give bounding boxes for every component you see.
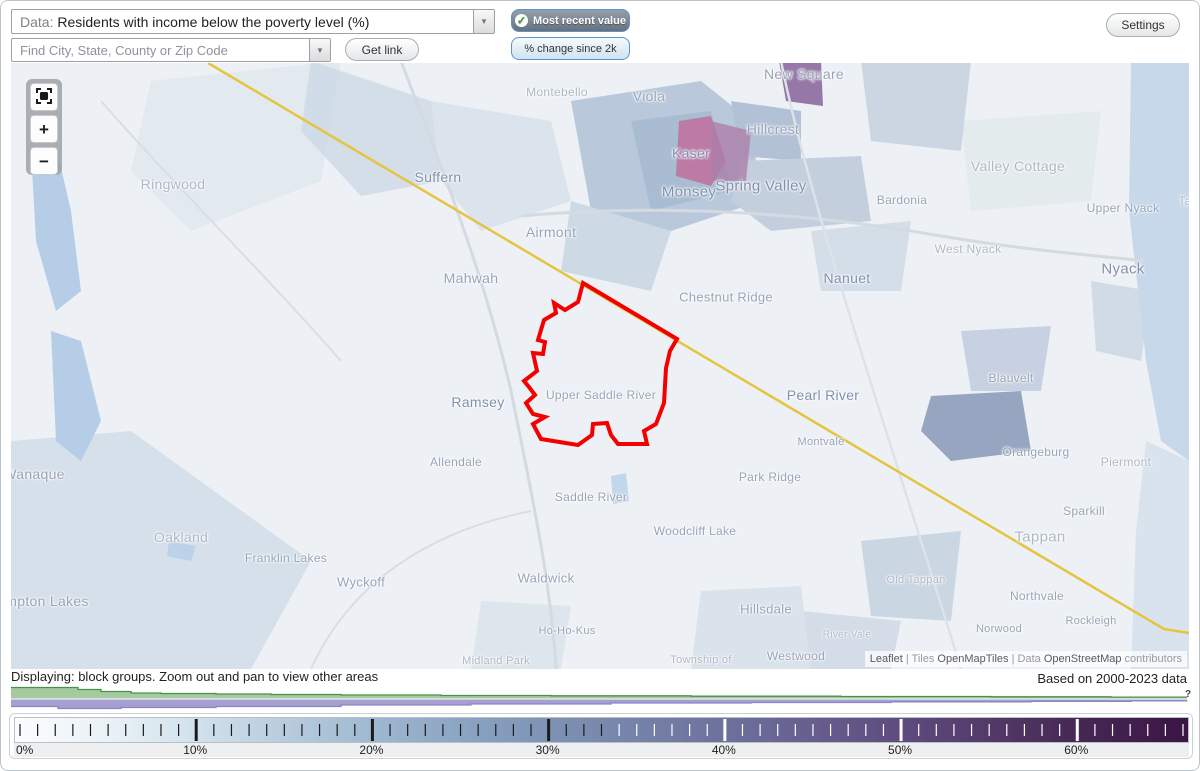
color-scale-gradient xyxy=(14,717,1189,743)
map-attribution: Leaflet | Tiles OpenMapTiles | Data Open… xyxy=(864,651,1187,667)
toolbar: Data: Residents with income below the po… xyxy=(1,1,1199,63)
state-border-line xyxy=(207,61,1189,635)
selected-area-outline[interactable] xyxy=(521,279,680,448)
scale-tick-label: 40% xyxy=(711,743,736,757)
leaflet-link[interactable]: Leaflet xyxy=(869,653,903,665)
scale-tick-label: 10% xyxy=(183,743,208,757)
displaying-status: Displaying: block groups. Zoom out and p… xyxy=(11,669,379,684)
pct-change-label: % change since 2k xyxy=(524,42,617,55)
get-link-button[interactable]: Get link xyxy=(345,38,419,61)
search-input[interactable]: Find City, State, County or Zip Code ▼ xyxy=(11,38,331,62)
search-placeholder: Find City, State, County or Zip Code xyxy=(20,42,228,58)
pct-change-button[interactable]: % change since 2k xyxy=(511,37,630,60)
status-row: Displaying: block groups. Zoom out and p… xyxy=(11,668,1189,686)
help-icon[interactable]: ? xyxy=(1185,689,1192,700)
fullscreen-icon xyxy=(36,87,52,104)
most-recent-value-button[interactable]: ✓ Most recent value xyxy=(511,9,630,32)
scale-tick-label: 0% xyxy=(16,743,34,757)
value-distribution-histogram xyxy=(11,686,1188,710)
map-canvas[interactable]: Montebello Viola New Square Hillcrest Kaser M… xyxy=(11,61,1189,669)
attribution-text: contributors xyxy=(1121,653,1182,665)
zoom-out-button[interactable]: − xyxy=(30,147,58,175)
color-scale-ticks xyxy=(19,719,1184,741)
color-scale-labels: 0% 10% 20% 30% 40% 50% 60% xyxy=(14,743,1189,757)
chevron-down-icon[interactable]: ▼ xyxy=(309,39,330,61)
scale-tick-label: 20% xyxy=(359,743,384,757)
map-choropleth-layer xyxy=(11,61,1189,669)
data-select-value: Data: Residents with income below the po… xyxy=(20,13,370,30)
check-icon: ✓ xyxy=(515,14,529,27)
openstreetmap-link[interactable]: OpenStreetMap xyxy=(1043,653,1122,665)
fullscreen-button[interactable] xyxy=(30,83,58,111)
chevron-down-icon[interactable]: ▼ xyxy=(473,10,494,33)
map-zoom-controls: + − xyxy=(26,79,62,175)
most-recent-value-label: Most recent value xyxy=(533,14,626,27)
zoom-in-button[interactable]: + xyxy=(30,115,58,143)
attribution-text: | Tiles xyxy=(902,653,938,665)
scale-tick-label: 30% xyxy=(535,743,560,757)
attribution-text: | Data xyxy=(1008,653,1044,665)
data-select[interactable]: Data: Residents with income below the po… xyxy=(11,9,495,34)
scale-tick-label: 60% xyxy=(1064,743,1089,757)
settings-button[interactable]: Settings xyxy=(1106,13,1180,37)
data-years-note: Based on 2000-2023 data xyxy=(1037,671,1187,686)
scale-tick-label: 50% xyxy=(888,743,913,757)
color-scale-panel: 0% 10% 20% 30% 40% 50% 60% xyxy=(9,713,1193,759)
openmaptiles-link[interactable]: OpenMapTiles xyxy=(937,653,1009,665)
